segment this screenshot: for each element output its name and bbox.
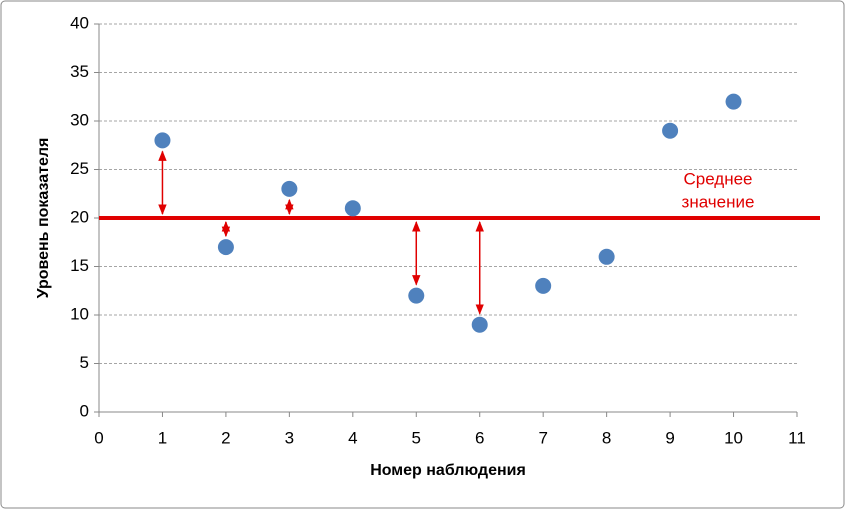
x-tick-label: 4	[348, 428, 357, 447]
y-tick-label: 30	[70, 110, 89, 129]
data-point	[154, 132, 171, 149]
x-tick-label: 2	[221, 428, 230, 447]
x-tick-label: 0	[94, 428, 103, 447]
data-point	[662, 122, 679, 139]
y-tick-label: 5	[80, 353, 89, 372]
y-tick-label: 10	[70, 304, 89, 323]
data-point	[344, 200, 361, 217]
y-tick-label: 25	[70, 159, 89, 178]
x-tick-label: 5	[412, 428, 421, 447]
y-tick-label: 15	[70, 256, 89, 275]
x-tick-label: 6	[475, 428, 484, 447]
x-tick-label: 11	[788, 428, 806, 447]
x-tick-label: 10	[724, 428, 743, 447]
x-tick-label: 9	[665, 428, 674, 447]
y-tick-label: 0	[80, 401, 89, 420]
y-tick-label: 40	[70, 13, 89, 32]
y-axis-title: Уровень показателя	[35, 138, 52, 299]
x-axis-title: Номер наблюдения	[370, 462, 526, 479]
data-point	[598, 248, 615, 265]
data-point	[281, 180, 298, 197]
x-tick-label: 3	[285, 428, 294, 447]
data-point	[217, 239, 234, 256]
x-tick-label: 1	[158, 428, 167, 447]
y-tick-label: 20	[70, 207, 89, 226]
data-point	[725, 93, 742, 110]
data-point	[535, 277, 552, 294]
data-point	[471, 316, 488, 333]
x-tick-label: 8	[602, 428, 611, 447]
data-point	[408, 287, 425, 304]
mean-label: значение	[682, 192, 755, 211]
y-tick-label: 35	[70, 62, 89, 81]
x-tick-label: 7	[538, 428, 547, 447]
mean-label: Среднее	[683, 169, 752, 188]
